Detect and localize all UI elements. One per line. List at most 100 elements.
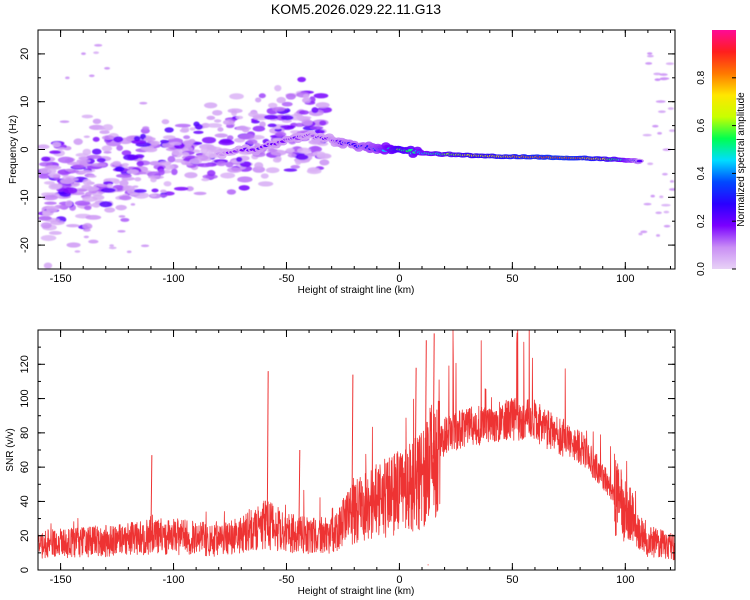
noise-cell bbox=[638, 232, 643, 236]
noise-cell bbox=[298, 110, 310, 115]
noise-cell bbox=[79, 169, 93, 174]
spectrogram-plot-area bbox=[38, 44, 675, 269]
noise-cell bbox=[218, 139, 235, 146]
snr-x-tick-label: -50 bbox=[279, 574, 295, 586]
noise-cell bbox=[113, 136, 124, 143]
noise-cell bbox=[84, 205, 92, 211]
noise-cell bbox=[201, 178, 210, 182]
noise-cell bbox=[181, 152, 190, 157]
spectrogram-y-tick-label: 10 bbox=[19, 96, 31, 108]
noise-cell bbox=[94, 44, 103, 47]
noise-cell bbox=[220, 172, 236, 179]
noise-cell bbox=[73, 138, 83, 145]
noise-cell bbox=[254, 162, 264, 169]
spectrogram-track bbox=[214, 130, 645, 165]
noise-cell bbox=[236, 156, 243, 162]
noise-cell bbox=[184, 172, 198, 179]
noise-cell bbox=[115, 204, 127, 211]
noise-cell bbox=[657, 110, 666, 113]
noise-cell bbox=[655, 211, 662, 215]
noise-cell bbox=[119, 195, 132, 201]
noise-cell bbox=[260, 173, 269, 179]
noise-cell bbox=[116, 144, 124, 151]
noise-cell bbox=[66, 223, 80, 228]
spectrogram-noise-cells bbox=[38, 44, 675, 269]
noise-cell bbox=[238, 133, 255, 140]
noise-cell bbox=[139, 101, 148, 105]
noise-cell bbox=[315, 102, 330, 109]
noise-cell bbox=[258, 181, 274, 187]
noise-cell bbox=[222, 119, 235, 126]
noise-cell bbox=[49, 150, 62, 154]
noise-cell bbox=[173, 186, 189, 191]
snr-spike bbox=[424, 340, 427, 475]
noise-cell bbox=[158, 161, 172, 166]
noise-cell bbox=[106, 183, 113, 188]
colorbar-gradient bbox=[712, 30, 736, 269]
snr-y-tick-label: 100 bbox=[19, 389, 31, 407]
noise-cell bbox=[272, 106, 286, 112]
noise-cell bbox=[74, 200, 91, 206]
noise-cell bbox=[280, 125, 296, 129]
noise-cell bbox=[662, 172, 668, 176]
noise-cell bbox=[48, 230, 62, 235]
colorbar-label: Normalized spectral amplitude bbox=[736, 92, 747, 227]
noise-cell bbox=[665, 62, 674, 66]
snr-y-tick-label: 40 bbox=[19, 495, 31, 507]
noise-cell bbox=[205, 145, 217, 151]
noise-cell bbox=[120, 217, 130, 222]
snr-y-label: SNR (v/v) bbox=[5, 428, 16, 471]
noise-cell bbox=[97, 184, 108, 188]
noise-cell bbox=[114, 166, 125, 172]
noise-cell bbox=[86, 154, 102, 160]
noise-cell bbox=[96, 157, 106, 163]
snr-y-tick-label: 60 bbox=[19, 461, 31, 473]
noise-cell bbox=[43, 262, 53, 269]
noise-cell bbox=[126, 169, 139, 175]
noise-cell bbox=[150, 193, 157, 198]
noise-cell bbox=[47, 168, 57, 174]
noise-cell bbox=[39, 167, 50, 174]
noise-cell bbox=[181, 146, 194, 153]
snr-x-tick-label: 50 bbox=[506, 574, 518, 586]
snr-spike bbox=[432, 333, 435, 459]
noise-cell bbox=[657, 132, 662, 135]
noise-cell bbox=[206, 115, 216, 120]
noise-cell bbox=[287, 153, 297, 158]
noise-cell bbox=[217, 127, 224, 132]
noise-cell bbox=[119, 179, 129, 187]
noise-cell bbox=[159, 194, 168, 198]
noise-cell bbox=[659, 73, 668, 76]
snr-y-tick-label: 20 bbox=[19, 530, 31, 542]
spectrogram-x-label: Height of straight line (km) bbox=[298, 285, 415, 296]
noise-cell bbox=[163, 164, 175, 170]
noise-cell bbox=[659, 77, 670, 80]
noise-cell bbox=[663, 210, 670, 214]
noise-cell bbox=[646, 54, 654, 58]
noise-cell bbox=[185, 186, 194, 192]
noise-cell bbox=[654, 78, 661, 81]
noise-cell bbox=[121, 162, 129, 167]
snr-plot-area bbox=[38, 330, 675, 566]
noise-cell bbox=[295, 158, 302, 166]
noise-cell bbox=[161, 119, 170, 125]
noise-cell bbox=[204, 102, 218, 109]
noise-cell bbox=[235, 115, 244, 120]
noise-cell bbox=[81, 52, 86, 55]
noise-cell bbox=[237, 176, 253, 183]
noise-cell bbox=[44, 201, 57, 205]
noise-cell bbox=[136, 160, 144, 167]
noise-cell bbox=[267, 123, 277, 128]
noise-cell bbox=[295, 154, 309, 160]
noise-cell bbox=[661, 203, 671, 207]
noise-cell bbox=[163, 181, 172, 187]
noise-cell bbox=[92, 118, 102, 125]
spectrogram-y-tick-label: -10 bbox=[19, 189, 31, 205]
noise-cell bbox=[60, 178, 75, 185]
noise-cell bbox=[302, 93, 310, 100]
noise-cell bbox=[132, 185, 139, 188]
noise-cell bbox=[265, 167, 280, 174]
snr-x-tick-label: -150 bbox=[50, 574, 72, 586]
snr-spike bbox=[150, 455, 153, 538]
noise-cell bbox=[92, 136, 100, 142]
